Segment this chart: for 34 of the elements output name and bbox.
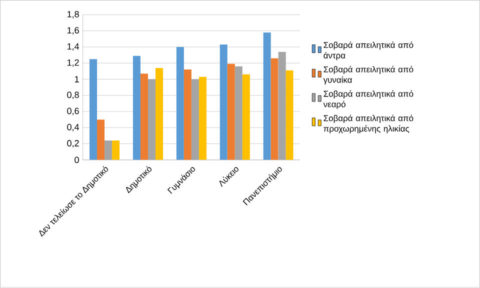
legend-label: Σοβαρά απειλητικά από γυναίκα [323,66,414,85]
y-tick-label: 1,4 [67,43,80,51]
bar [112,140,120,160]
bar [198,76,206,160]
y-tick-label: 1,2 [67,60,79,67]
y-tick-label: 1,6 [67,27,79,35]
bar [104,140,112,160]
bar [132,56,140,160]
bar [148,79,156,160]
bar [242,74,250,160]
y-tick-label: 1 [74,76,79,82]
bar [156,68,164,160]
legend-label: Σοβαρά απειλητικά από προχωρημένης ηλικίας [324,114,414,134]
bar [220,44,228,160]
y-tick-label: 0,4 [67,124,80,132]
bar [97,120,105,160]
y-tick-label: 0,2 [67,140,79,148]
bar [191,79,199,160]
y-tick-label: 0,8 [67,92,79,100]
bar [140,74,148,160]
legend-label: Σοβαρά απειλητικά από άντρα [324,42,414,60]
y-tick-label: 0,6 [67,108,79,116]
y-tick-label: 1,8 [67,11,79,19]
y-tick-label: 0 [74,156,79,164]
bar [263,32,271,160]
bar [184,70,192,160]
bar [278,52,286,160]
bar [176,47,184,160]
bar [270,58,278,160]
bar [227,64,235,160]
bar [234,66,242,160]
bar [90,59,98,160]
bar [286,70,294,160]
legend-label: Σοβαρά απειλητικά από νεαρό [323,90,414,110]
